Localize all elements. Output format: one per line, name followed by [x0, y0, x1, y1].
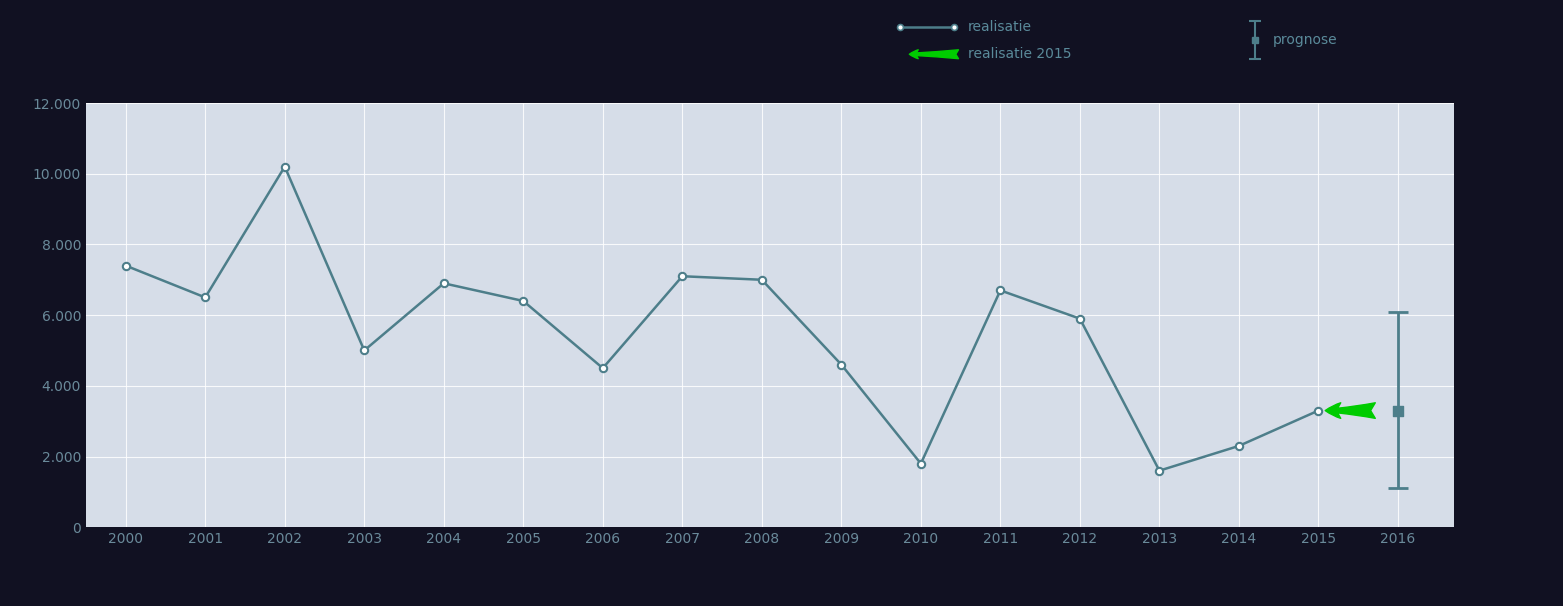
Point: [352, 345, 377, 355]
Point: [1068, 314, 1093, 324]
Text: realisatie 2015: realisatie 2015: [967, 47, 1072, 61]
Point: [591, 364, 616, 373]
Point: [828, 360, 853, 370]
Point: [671, 271, 696, 281]
Point: [431, 279, 456, 288]
Point: [908, 459, 933, 468]
Point: [1227, 441, 1252, 451]
Point: [192, 293, 217, 302]
Point: [1307, 406, 1332, 416]
Point: [1147, 466, 1172, 476]
Point: [511, 296, 536, 306]
Text: realisatie: realisatie: [967, 19, 1032, 34]
Text: prognose: prognose: [1274, 33, 1338, 47]
Point: [272, 162, 297, 171]
Point: [113, 261, 138, 270]
Point: [749, 275, 774, 285]
Point: [988, 285, 1013, 295]
Point: [1385, 406, 1410, 416]
